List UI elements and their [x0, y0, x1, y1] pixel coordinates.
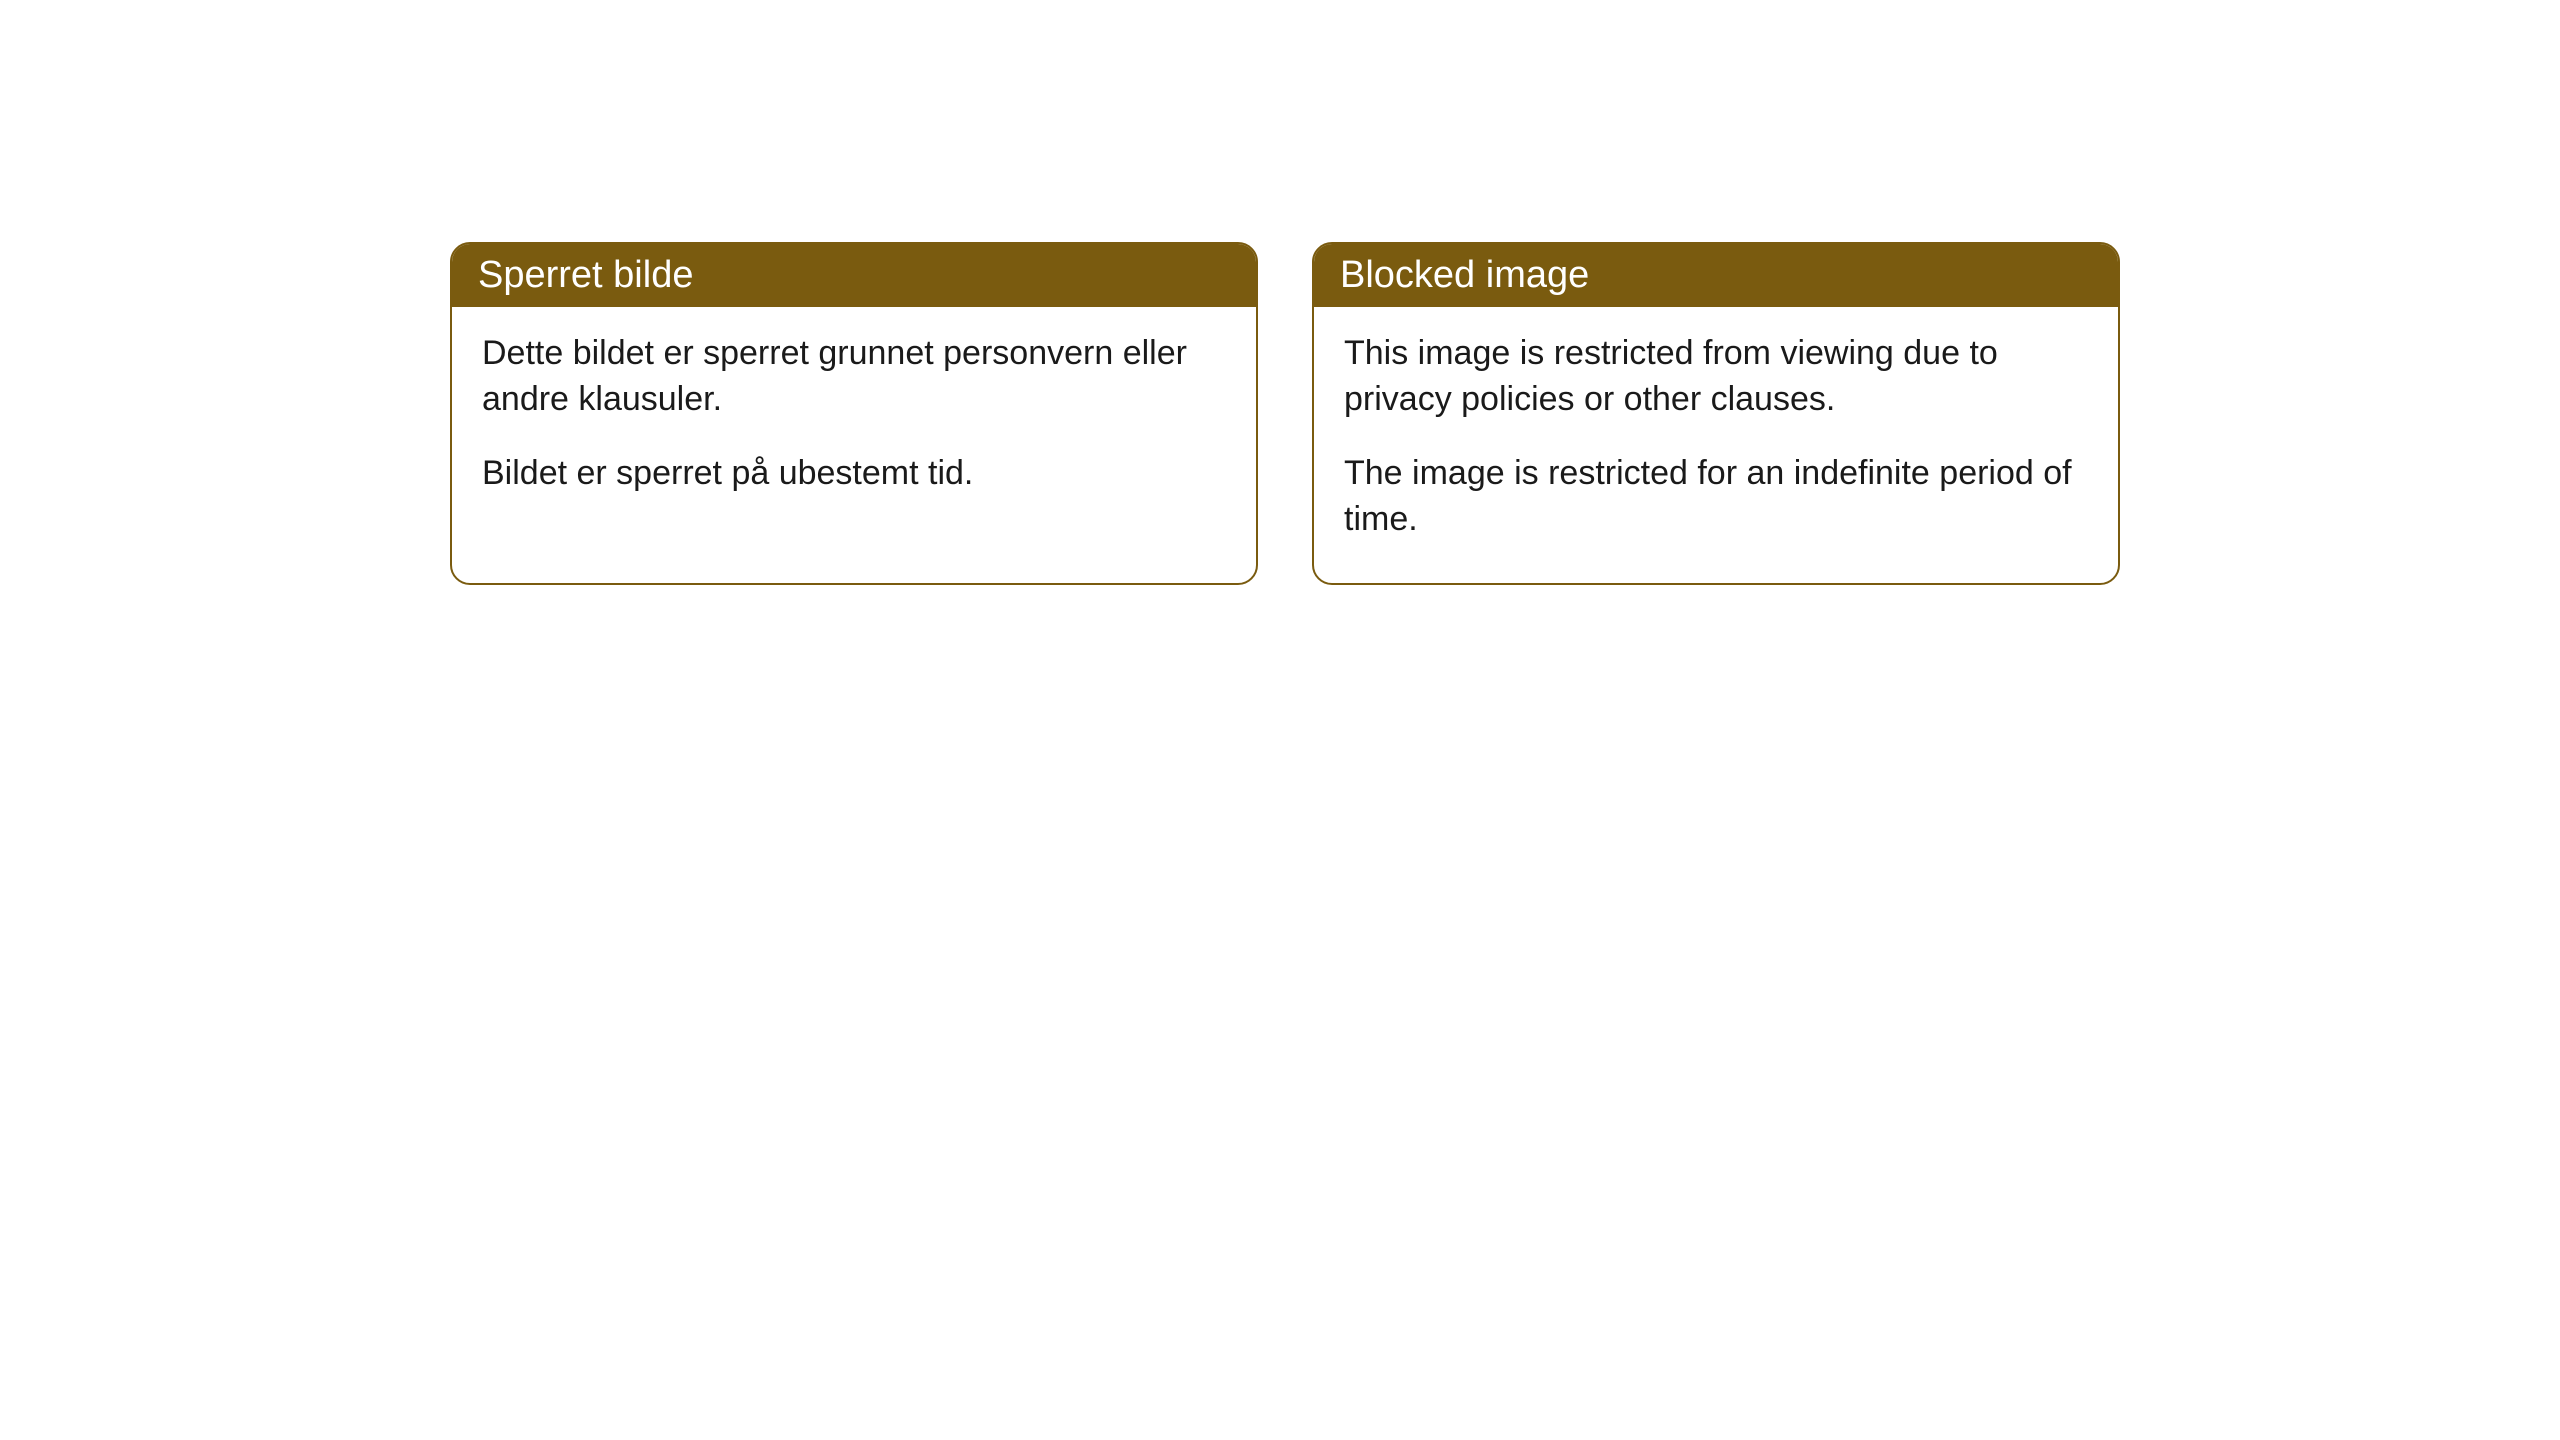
cards-container: Sperret bilde Dette bildet er sperret gr… — [450, 242, 2120, 585]
blocked-image-card-english: Blocked image This image is restricted f… — [1312, 242, 2120, 585]
card-header: Sperret bilde — [452, 244, 1256, 307]
card-title: Sperret bilde — [478, 254, 693, 296]
card-paragraph: Dette bildet er sperret grunnet personve… — [482, 331, 1226, 423]
card-header: Blocked image — [1314, 244, 2118, 307]
card-paragraph: Bildet er sperret på ubestemt tid. — [482, 451, 1226, 497]
blocked-image-card-norwegian: Sperret bilde Dette bildet er sperret gr… — [450, 242, 1258, 585]
card-paragraph: This image is restricted from viewing du… — [1344, 331, 2088, 423]
card-title: Blocked image — [1340, 254, 1589, 296]
card-body: This image is restricted from viewing du… — [1314, 307, 2118, 583]
card-paragraph: The image is restricted for an indefinit… — [1344, 451, 2088, 543]
card-body: Dette bildet er sperret grunnet personve… — [452, 307, 1256, 537]
